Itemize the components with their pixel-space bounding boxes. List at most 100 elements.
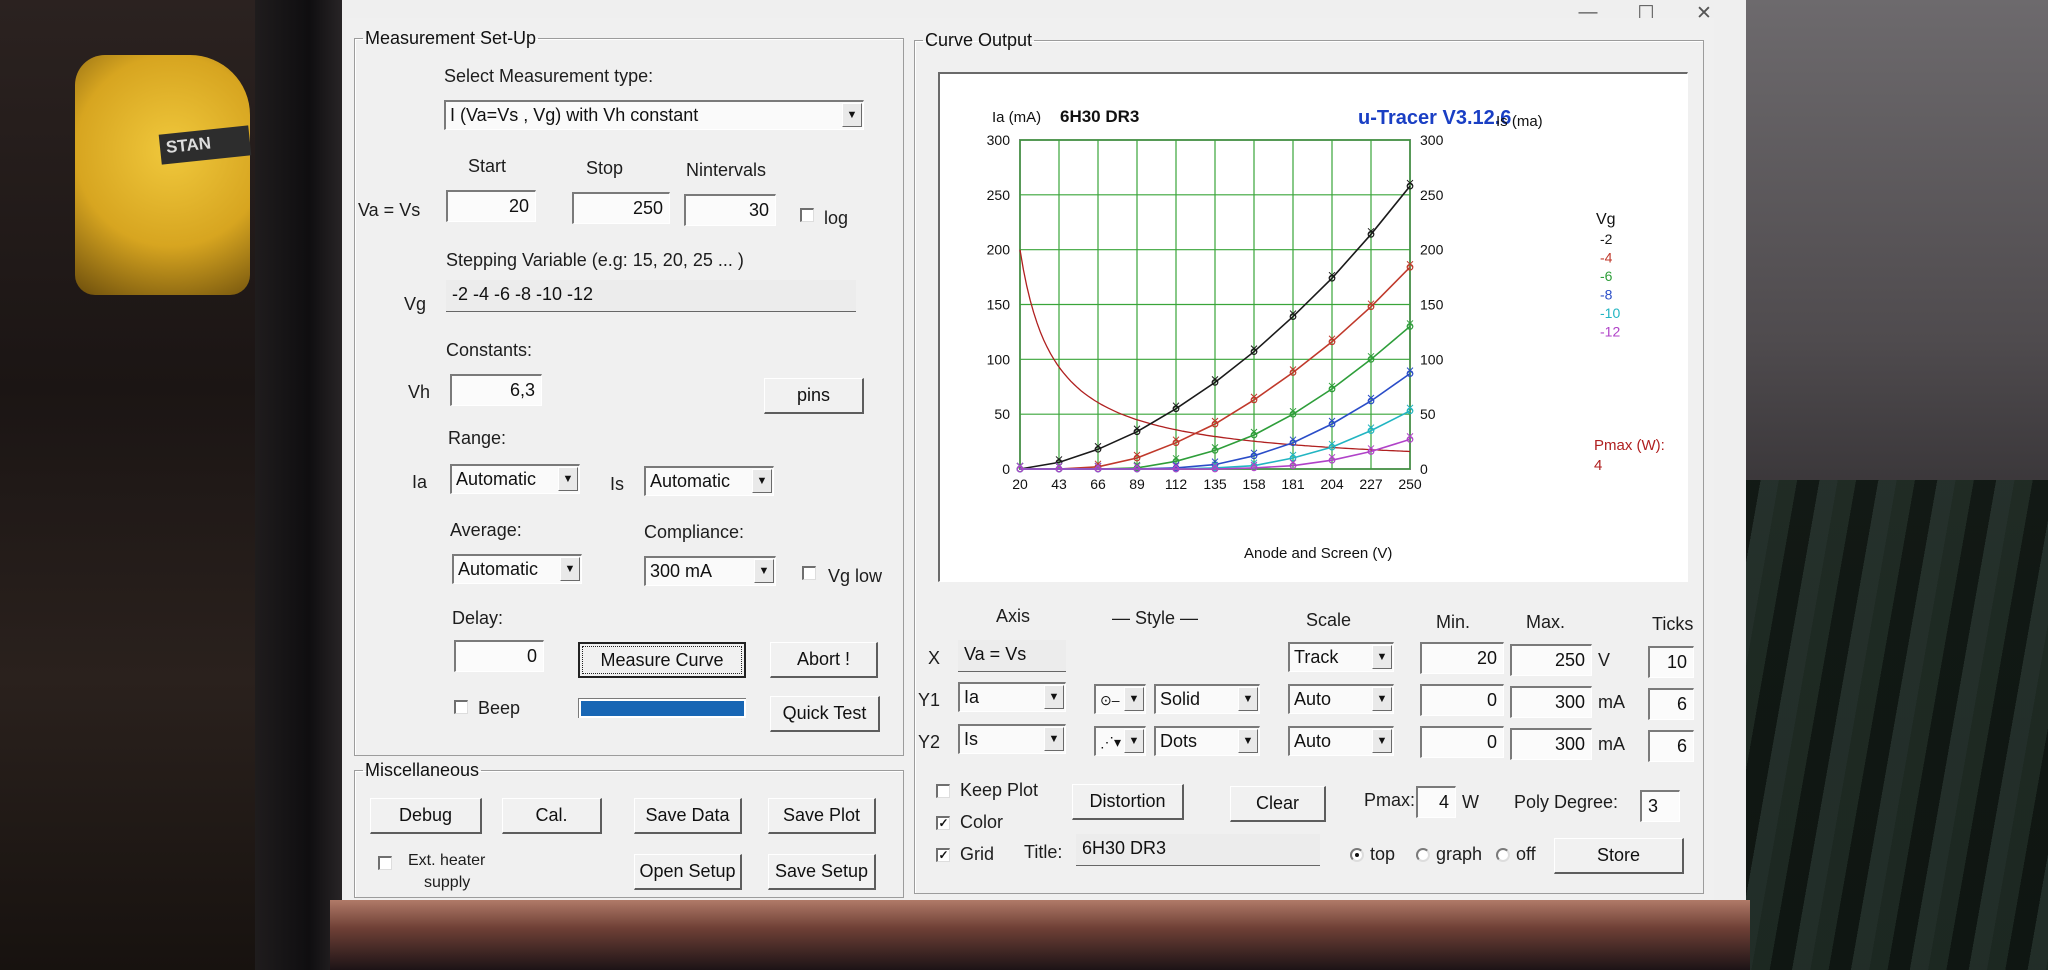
pins-button[interactable]: pins	[764, 378, 864, 414]
y2-max-input[interactable]: 300	[1510, 728, 1592, 760]
x-ticks-input[interactable]: 10	[1648, 646, 1694, 678]
minimize-icon[interactable]: —	[1578, 2, 1598, 23]
data-point-is	[1055, 462, 1063, 470]
data-point-is	[1289, 451, 1297, 459]
open-setup-button[interactable]: Open Setup	[634, 854, 742, 890]
chevron-down-icon[interactable]: ▼	[1372, 645, 1392, 669]
chevron-down-icon[interactable]: ▼	[754, 559, 774, 583]
y2-ticks-input[interactable]: 6	[1648, 730, 1694, 762]
abort-button[interactable]: Abort !	[770, 642, 878, 678]
poly-degree-input[interactable]: 3	[1640, 790, 1680, 822]
y2-style-select[interactable]: Dots ▼	[1154, 726, 1260, 756]
vg-low-checkbox[interactable]	[802, 566, 816, 580]
y1-min-input[interactable]: 0	[1420, 684, 1504, 716]
chevron-down-icon[interactable]: ▼	[1372, 687, 1392, 711]
debug-button[interactable]: Debug	[370, 798, 482, 834]
measurement-type-select[interactable]: I (Va=Vs , Vg) with Vh constant ▼	[444, 100, 864, 130]
quick-test-button[interactable]: Quick Test	[770, 696, 880, 732]
y1-style-select[interactable]: Solid ▼	[1154, 684, 1260, 714]
pos-graph-radio[interactable]	[1416, 848, 1430, 862]
stop-input[interactable]: 250	[572, 192, 670, 224]
data-point-is	[1094, 460, 1102, 468]
y-right-tick-label: 200	[1420, 242, 1444, 258]
y-left-tick-label: 250	[987, 187, 1011, 203]
vh-input[interactable]: 6,3	[450, 374, 542, 406]
chevron-down-icon[interactable]: ▼	[560, 557, 580, 581]
y2-min-input[interactable]: 0	[1420, 726, 1504, 758]
y-right-tick-label: 250	[1420, 187, 1444, 203]
chevron-down-icon[interactable]: ▼	[1044, 685, 1064, 709]
pos-top-radio[interactable]	[1350, 848, 1364, 862]
save-setup-button[interactable]: Save Setup	[768, 854, 876, 890]
x-tick-label: 204	[1320, 476, 1344, 492]
y1-axis-select[interactable]: Ia ▼	[958, 682, 1066, 712]
chevron-down-icon[interactable]: ▼	[558, 467, 578, 491]
nintervals-input[interactable]: 30	[684, 194, 776, 226]
log-checkbox[interactable]	[800, 208, 814, 222]
y-left-tick-label: 200	[987, 242, 1011, 258]
vg-steps-input[interactable]: -2 -4 -6 -8 -10 -12	[446, 280, 856, 312]
data-point-is	[1211, 417, 1219, 425]
data-point-is	[1328, 382, 1336, 390]
stop-label: Stop	[586, 158, 624, 178]
poly-degree-label: Poly Degree:	[1514, 792, 1619, 812]
x-max-input[interactable]: 250	[1510, 644, 1592, 676]
pmax-legend-label: Pmax (W):	[1594, 437, 1665, 454]
x-axis-field[interactable]: Va = Vs	[958, 640, 1066, 672]
measurement-setup-title: Measurement Set-Up	[365, 28, 537, 48]
data-point-is	[1211, 376, 1219, 383]
is-range-select[interactable]: Automatic ▼	[644, 466, 774, 496]
average-value: Automatic	[458, 559, 539, 579]
plot-title-input[interactable]: 6H30 DR3	[1076, 834, 1320, 866]
pmax-input[interactable]: 4	[1416, 786, 1456, 818]
y1-marker-select[interactable]: ⊙‒ ▼	[1094, 684, 1146, 714]
x-scale-select[interactable]: Track ▼	[1288, 642, 1394, 672]
line-marker-icon: ⊙‒	[1100, 692, 1120, 708]
pmax-label: Pmax:	[1364, 790, 1416, 810]
ext-heater-checkbox[interactable]	[378, 856, 392, 870]
y2-scale-select[interactable]: Auto ▼	[1288, 726, 1394, 756]
average-select[interactable]: Automatic ▼	[452, 554, 582, 584]
cal-button[interactable]: Cal.	[502, 798, 602, 834]
data-point-is	[1406, 433, 1414, 440]
data-point-is	[1094, 442, 1102, 450]
y1-max-input[interactable]: 300	[1510, 686, 1592, 718]
chevron-down-icon[interactable]: ▼	[1238, 687, 1258, 711]
grid-checkbox[interactable]: ✓	[936, 848, 950, 862]
x-min-input[interactable]: 20	[1420, 642, 1504, 674]
curve-output-title: Curve Output	[925, 30, 1033, 50]
stepping-label: Stepping Variable (e.g: 15, 20, 25 ... )	[446, 250, 744, 270]
y1-scale-select[interactable]: Auto ▼	[1288, 684, 1394, 714]
chevron-down-icon[interactable]: ▼	[1044, 727, 1064, 751]
y-left-tick-label: 300	[987, 132, 1011, 148]
save-plot-button[interactable]: Save Plot	[768, 798, 876, 834]
data-point-is	[1406, 367, 1414, 374]
chevron-down-icon[interactable]: ▼	[842, 103, 862, 127]
chevron-down-icon[interactable]: ▼	[1124, 729, 1144, 753]
y2-axis-value: Is	[964, 729, 979, 749]
delay-input[interactable]: 0	[454, 640, 544, 672]
chevron-down-icon[interactable]: ▼	[1124, 687, 1144, 711]
y2-axis-select[interactable]: Is ▼	[958, 724, 1066, 754]
chevron-down-icon[interactable]: ▼	[1372, 729, 1392, 753]
keep-plot-checkbox[interactable]	[936, 784, 950, 798]
color-checkbox[interactable]: ✓	[936, 816, 950, 830]
data-point-is	[1367, 227, 1375, 235]
chevron-down-icon[interactable]: ▼	[752, 469, 772, 493]
start-input[interactable]: 20	[446, 190, 536, 222]
chevron-down-icon[interactable]: ▼	[1238, 729, 1258, 753]
ia-range-select[interactable]: Automatic ▼	[450, 464, 580, 494]
legend-entry: -8	[1600, 287, 1613, 303]
save-data-button[interactable]: Save Data	[634, 798, 742, 834]
compliance-select[interactable]: 300 mA ▼	[644, 556, 776, 586]
distortion-button[interactable]: Distortion	[1072, 784, 1184, 820]
data-point-is	[1055, 456, 1063, 463]
y2-marker-select[interactable]: ⋰▾ ▼	[1094, 726, 1146, 756]
measure-curve-button[interactable]: Measure Curve	[578, 642, 746, 678]
pos-off-radio[interactable]	[1496, 848, 1510, 862]
store-button[interactable]: Store	[1554, 838, 1684, 874]
y1-ticks-input[interactable]: 6	[1648, 688, 1694, 720]
beep-checkbox[interactable]	[454, 700, 468, 714]
log-label: log	[824, 208, 849, 228]
clear-button[interactable]: Clear	[1230, 786, 1326, 822]
